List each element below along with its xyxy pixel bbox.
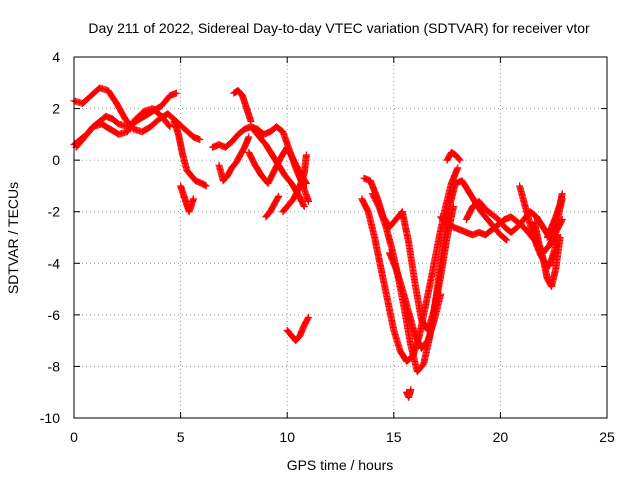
y-tick-label: 4: [52, 49, 60, 65]
data-marks: [543, 190, 566, 241]
x-tick-label: 5: [177, 429, 185, 445]
y-tick-label: 2: [52, 101, 60, 117]
data-marks: [386, 249, 445, 352]
data-marks: [262, 192, 283, 221]
y-tick-labels: -10 -8 -6 -4 -2 0 2 4: [40, 49, 60, 426]
chart-title: Day 211 of 2022, Sidereal Day-to-day VTE…: [88, 20, 590, 36]
series-q: [386, 249, 445, 352]
data-marks: [245, 143, 310, 187]
data-marks: [70, 84, 204, 144]
series-j: [245, 143, 310, 187]
series-e: [177, 182, 197, 216]
x-axis-label: GPS time / hours: [287, 457, 394, 473]
series-n: [358, 164, 462, 365]
x-tick-labels: 0 5 10 15 20 25: [70, 429, 615, 445]
series-k: [262, 192, 283, 221]
series-l: [279, 151, 310, 216]
data-marks: [279, 151, 310, 216]
y-tick-label: 0: [52, 152, 60, 168]
series-t: [443, 148, 464, 164]
data-marks: [215, 133, 253, 185]
plot-frame: [73, 56, 608, 419]
x-tick-label: 15: [386, 429, 402, 445]
series-m: [283, 313, 313, 345]
data-points: [70, 84, 566, 401]
data-marks: [443, 148, 464, 164]
y-tick-label: -2: [48, 204, 61, 220]
y-tick-label: -6: [48, 307, 61, 323]
y-tick-label: -4: [48, 255, 61, 271]
series-d: [170, 117, 210, 190]
axis-ticks: [73, 56, 608, 419]
data-marks: [230, 87, 255, 125]
data-marks: [403, 386, 415, 401]
data-marks: [283, 313, 313, 345]
series-c: [72, 105, 174, 151]
grid-lines: [74, 57, 607, 418]
data-marks: [358, 164, 462, 365]
data-marks: [177, 182, 197, 216]
x-tick-label: 0: [70, 429, 78, 445]
x-tick-label: 20: [493, 429, 509, 445]
series-g: [215, 133, 253, 185]
data-marks: [170, 117, 210, 190]
data-marks: [531, 218, 564, 290]
x-tick-label: 25: [599, 429, 615, 445]
series-r: [403, 386, 415, 401]
y-tick-label: -8: [48, 358, 61, 374]
series-b: [70, 84, 204, 144]
series-h: [230, 87, 255, 125]
series-w: [531, 218, 564, 290]
y-axis-label: SDTVAR / TECUs: [5, 182, 21, 294]
x-tick-label: 10: [279, 429, 295, 445]
series-x: [543, 190, 566, 241]
data-marks: [72, 105, 174, 151]
y-tick-label: -10: [40, 410, 60, 426]
